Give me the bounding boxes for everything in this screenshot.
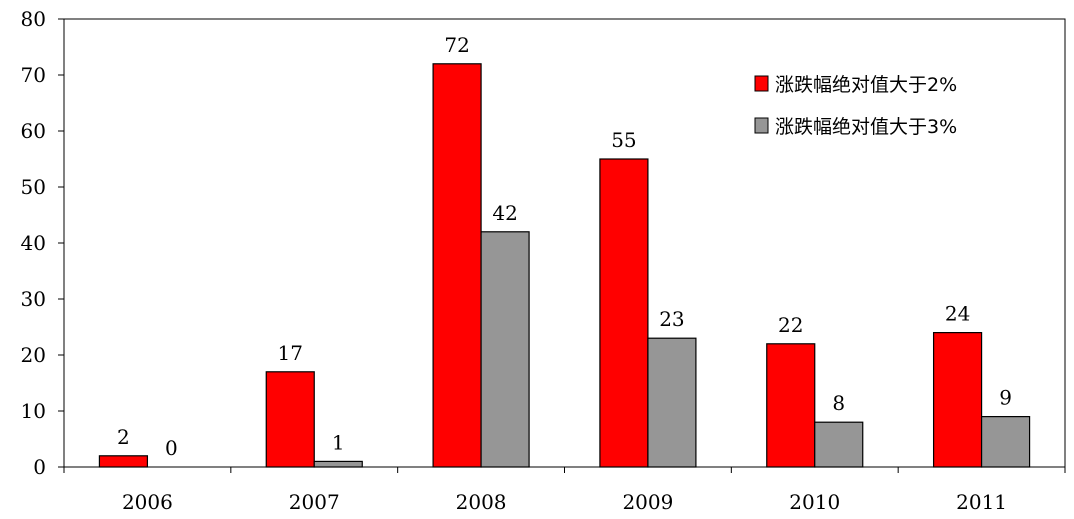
y-tick-label: 0 xyxy=(33,455,46,479)
data-label: 17 xyxy=(278,341,303,365)
data-label: 1 xyxy=(332,430,345,454)
bar xyxy=(814,421,864,468)
y-tick-label: 30 xyxy=(21,287,46,311)
legend-swatch xyxy=(754,75,769,92)
bar xyxy=(265,371,315,468)
data-labels: 2 17 72 55 22 24 0 1 42 23 8 9 xyxy=(117,33,1012,460)
x-tick-label: 2008 xyxy=(456,490,507,514)
data-label: 22 xyxy=(778,313,803,337)
bar xyxy=(647,337,697,468)
bar xyxy=(480,231,530,468)
x-axis: 2006 2007 2008 2009 2010 2011 xyxy=(63,467,1066,514)
data-label: 23 xyxy=(659,307,684,331)
y-tick-label: 10 xyxy=(21,399,46,423)
x-tick-label: 2009 xyxy=(622,490,673,514)
data-label: 55 xyxy=(611,128,636,152)
bar xyxy=(599,158,649,468)
data-label: 24 xyxy=(945,302,970,326)
legend-label: 涨跌幅绝对值大于3% xyxy=(775,116,957,138)
data-label: 8 xyxy=(832,391,845,415)
bar xyxy=(766,343,816,468)
x-tick-label: 2007 xyxy=(289,490,340,514)
y-axis: 0 10 20 30 40 50 60 70 80 xyxy=(21,7,64,479)
data-label: 2 xyxy=(117,425,130,449)
y-tick-label: 50 xyxy=(21,175,46,199)
data-label: 42 xyxy=(492,201,517,225)
plot-area xyxy=(63,18,1066,468)
bar xyxy=(313,460,363,468)
bars xyxy=(98,63,1031,468)
y-tick-label: 20 xyxy=(21,343,46,367)
y-tick-label: 40 xyxy=(21,231,46,255)
data-label: 0 xyxy=(165,436,178,460)
data-label: 9 xyxy=(999,386,1012,410)
x-tick-label: 2010 xyxy=(789,490,840,514)
bar xyxy=(432,63,482,468)
bar xyxy=(932,332,983,468)
y-tick-label: 80 xyxy=(21,7,46,31)
legend-swatch xyxy=(754,117,769,134)
x-tick-label: 2006 xyxy=(122,490,173,514)
y-tick-label: 70 xyxy=(21,63,46,87)
legend: 涨跌幅绝对值大于2% 涨跌幅绝对值大于3% xyxy=(754,74,957,138)
x-tick-label: 2011 xyxy=(956,490,1007,514)
y-tick-label: 60 xyxy=(21,119,46,143)
bar xyxy=(980,416,1031,468)
bar xyxy=(98,455,149,468)
legend-label: 涨跌幅绝对值大于2% xyxy=(775,74,957,96)
data-label: 72 xyxy=(444,33,469,57)
